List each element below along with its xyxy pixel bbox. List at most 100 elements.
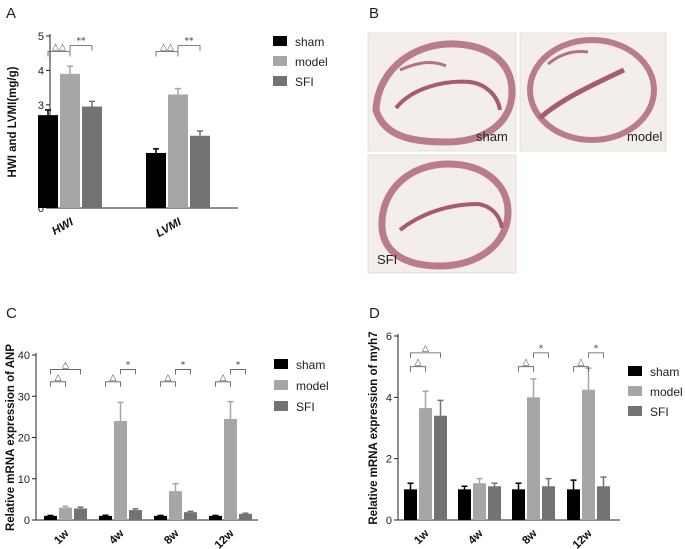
legend-label-sham: sham [296, 358, 325, 372]
category-label: 12w [571, 528, 595, 549]
significance-bracket [47, 51, 71, 57]
legend-swatch-model [274, 380, 288, 390]
bar-sham [458, 489, 471, 520]
significance-label: △ [62, 360, 69, 370]
bar-model [224, 418, 237, 520]
category-label: 8w [162, 528, 181, 547]
bar-SFI [597, 486, 610, 520]
significance-label: △ [415, 358, 422, 368]
histology-label-sham: sham [476, 129, 508, 144]
category-label: HWI [50, 216, 76, 238]
significance-label: * [594, 344, 599, 354]
histology-panel: sham model SFI [367, 32, 667, 274]
legend-label-sham: sham [650, 365, 679, 379]
significance-bracket [410, 366, 426, 372]
bar-sham [146, 152, 166, 208]
category-label: 1w [52, 528, 71, 547]
significance-label: △ [523, 358, 530, 368]
histology-image-sham: sham [367, 32, 517, 152]
bar-sham [44, 515, 57, 520]
y-tick-label: 0 [38, 203, 44, 215]
significance-label: * [539, 344, 544, 354]
category-label: 8w [520, 528, 539, 547]
significance-bracket [588, 352, 604, 358]
bar-model [419, 408, 432, 520]
legend-label-sham: sham [295, 35, 324, 49]
significance-label: △ [578, 358, 585, 368]
y-tick-label: 20 [18, 433, 30, 445]
legend-label-model: model [295, 55, 328, 69]
y-tick-label: 0 [386, 515, 392, 527]
bar-SFI [434, 415, 447, 520]
significance-bracket [533, 352, 549, 358]
category-label: 1w [412, 528, 431, 547]
histology-label-model: model [627, 129, 663, 144]
chart-myh7-expression: 0 2 4 6 Relative mRNA expression of myh7 1w 4w… [368, 331, 683, 549]
y-tick-label: 40 [18, 350, 30, 362]
bar-SFI [488, 486, 501, 520]
significance-bracket [160, 381, 176, 387]
legend-swatch-sham [273, 36, 287, 46]
histology-image-model: model [519, 32, 667, 152]
legend-swatch-sham [628, 366, 642, 376]
significance-label: ** [77, 37, 87, 47]
significance-label: △ [220, 373, 227, 383]
significance-label: △ [165, 373, 172, 383]
significance-bracket [518, 366, 534, 372]
y-axis-label: HWI and LVMI(mg/g) [7, 66, 19, 177]
significance-label: △ [422, 344, 429, 354]
panel-letter-a: A [6, 5, 16, 22]
bar-sham [38, 115, 58, 208]
panel-letter-c: C [6, 305, 17, 322]
legend-label-sfi: SFI [650, 405, 669, 419]
bar-SFI [190, 135, 210, 208]
legend-swatch-sfi [274, 401, 288, 411]
legend-swatch-model [628, 386, 642, 396]
bar-sham [99, 515, 112, 520]
y-tick-label: 4 [38, 65, 44, 77]
bar-SFI [82, 106, 102, 208]
bar-model [527, 397, 540, 520]
significance-bracket [410, 352, 441, 358]
bar-model [473, 483, 486, 520]
y-tick-label: 0 [24, 515, 30, 527]
y-tick-label: 2 [386, 454, 392, 466]
significance-label: ** [185, 37, 195, 47]
category-label: LVMI [154, 216, 184, 240]
y-tick-label: 6 [386, 331, 392, 343]
panel-letter-b: B [369, 5, 379, 22]
significance-bracket [69, 45, 93, 51]
significance-label: △△ [160, 42, 174, 52]
significance-bracket [105, 381, 121, 387]
histology-label-sfi: SFI [377, 252, 397, 267]
legend-label-sfi: SFI [295, 75, 314, 89]
legend-swatch-model [273, 56, 287, 66]
category-label: 4w [466, 528, 485, 547]
bar-model [114, 421, 127, 520]
legend-label-model: model [296, 379, 329, 393]
bar-sham [209, 515, 222, 520]
y-axis-label: Relative mRNA expression of ANP [5, 344, 17, 531]
y-tick-label: 4 [386, 392, 392, 404]
category-label: 4w [107, 528, 126, 547]
bar-model [169, 491, 182, 520]
y-tick-label: 3 [38, 100, 44, 112]
significance-bracket [50, 369, 81, 375]
bar-sham [512, 489, 525, 520]
y-tick-label: 5 [38, 31, 44, 43]
y-tick-label: 30 [18, 391, 30, 403]
significance-bracket [230, 369, 246, 375]
significance-bracket [50, 381, 66, 387]
significance-label: △ [55, 373, 62, 383]
significance-label: * [181, 360, 186, 370]
significance-bracket [175, 369, 191, 375]
histology-image-sfi: SFI [367, 154, 517, 274]
bar-model [59, 507, 72, 520]
bar-SFI [129, 510, 142, 520]
category-label: 12w [213, 528, 237, 549]
significance-label: △△ [52, 42, 66, 52]
significance-bracket [215, 381, 231, 387]
legend-label-model: model [650, 385, 683, 399]
significance-bracket [120, 369, 136, 375]
